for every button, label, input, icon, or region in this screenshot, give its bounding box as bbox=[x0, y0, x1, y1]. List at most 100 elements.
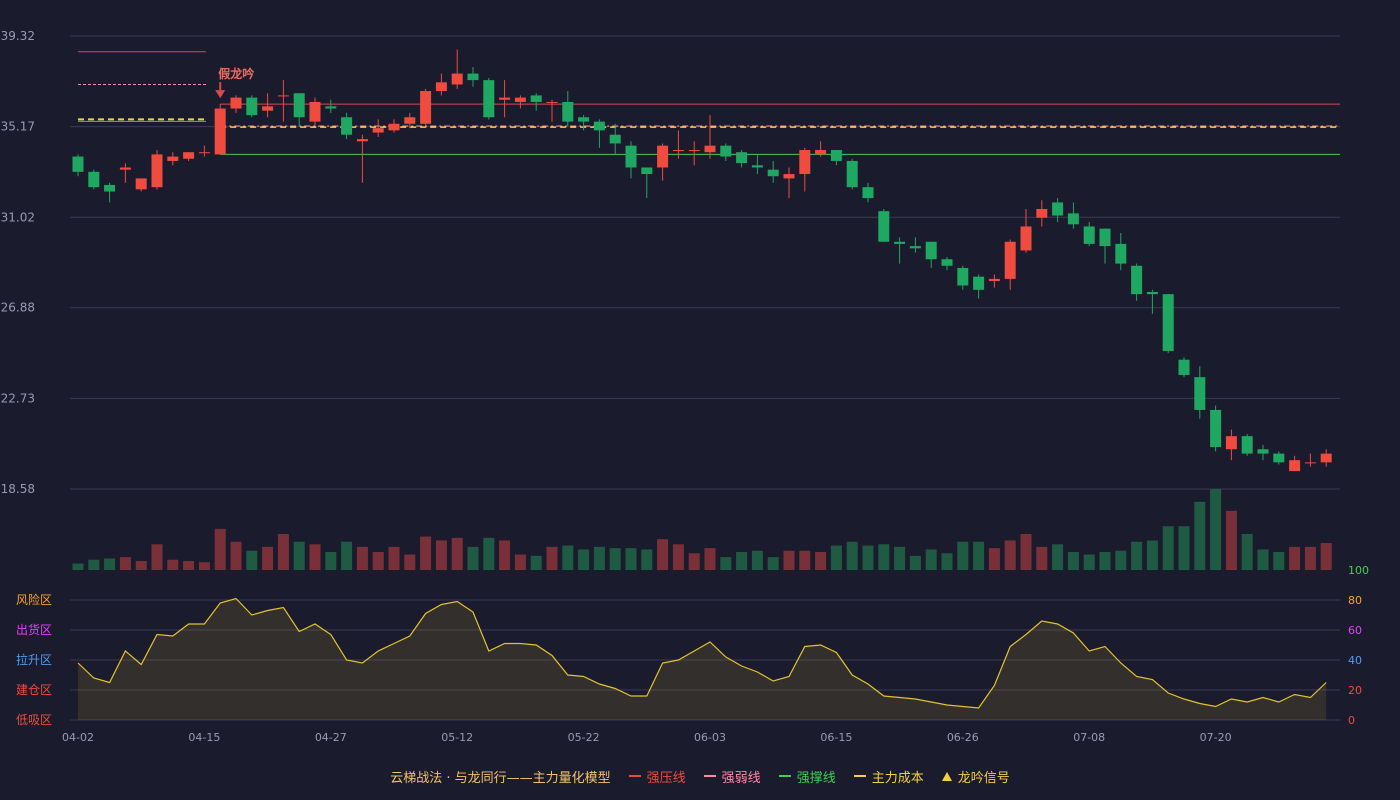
volume-bar bbox=[1099, 552, 1111, 570]
legend-item-weak[interactable]: 强弱线 bbox=[703, 767, 761, 786]
volume-bar bbox=[72, 563, 84, 570]
candle-body bbox=[467, 73, 479, 81]
volume-bar bbox=[1131, 541, 1143, 570]
candle-body bbox=[214, 108, 226, 155]
volume-bar bbox=[214, 528, 226, 570]
legend-item-cost[interactable]: 主力成本 bbox=[853, 767, 924, 786]
candle-body bbox=[672, 150, 684, 152]
volume-bar bbox=[799, 550, 811, 570]
volume-bar bbox=[578, 549, 590, 570]
candle-body bbox=[957, 267, 969, 286]
volume-bar bbox=[167, 559, 179, 570]
candle-body bbox=[277, 95, 289, 97]
candle-body bbox=[1067, 213, 1079, 225]
x-tick-label: 04-02 bbox=[62, 731, 94, 744]
volume-bar bbox=[1178, 526, 1190, 570]
candle-body bbox=[578, 117, 590, 122]
volume-bar bbox=[341, 541, 353, 570]
candle-body bbox=[1289, 460, 1301, 472]
volume-bar bbox=[878, 544, 890, 570]
candle-body bbox=[514, 97, 526, 102]
volume-bar bbox=[514, 554, 526, 570]
candle-body bbox=[325, 106, 337, 109]
volume-bar bbox=[973, 541, 985, 570]
solid-line-icon bbox=[778, 775, 791, 777]
legend-label: 主力成本 bbox=[871, 770, 924, 786]
volume-bar bbox=[783, 550, 795, 570]
x-tick-label: 05-22 bbox=[568, 731, 600, 744]
candle-body bbox=[167, 156, 179, 161]
candle-body bbox=[941, 259, 953, 266]
legend-label: 龙吟信号 bbox=[957, 770, 1010, 786]
candle-body bbox=[1273, 453, 1285, 463]
volume-bar bbox=[1289, 546, 1301, 570]
volume-bar bbox=[262, 546, 274, 570]
legend-item-pressure[interactable]: 强压线 bbox=[628, 767, 686, 786]
volume-bar bbox=[1020, 534, 1032, 570]
oscillator-tick-label: 20 bbox=[1348, 684, 1362, 697]
volume-bar bbox=[1273, 552, 1285, 570]
oscillator-zone-label: 建仓区 bbox=[16, 683, 52, 697]
candle-body bbox=[830, 150, 842, 161]
candle-body bbox=[1225, 436, 1237, 450]
solid-line-icon bbox=[628, 775, 641, 777]
legend-item-signal[interactable]: 龙吟信号 bbox=[941, 767, 1010, 786]
candle-body bbox=[593, 121, 605, 131]
volume-bar bbox=[751, 550, 763, 570]
candle-body bbox=[1146, 291, 1158, 295]
volume-bar bbox=[1115, 550, 1127, 570]
candle-body bbox=[1210, 409, 1222, 448]
candle-body bbox=[72, 156, 84, 172]
legend-item-support[interactable]: 强撑线 bbox=[778, 767, 836, 786]
volume-bar bbox=[119, 557, 131, 570]
price-tick-label: 31.02 bbox=[1, 210, 35, 224]
oscillator-zone-label: 风险区 bbox=[16, 592, 52, 607]
candle-body bbox=[1099, 228, 1111, 247]
volume-bar bbox=[846, 541, 858, 570]
candle-body bbox=[404, 117, 416, 124]
volume-bar bbox=[941, 553, 953, 570]
volume-bar bbox=[325, 552, 337, 570]
candle-body bbox=[1320, 453, 1332, 463]
candle-body bbox=[246, 97, 258, 116]
candle-body bbox=[372, 128, 384, 133]
candle-body bbox=[657, 145, 669, 168]
candle-body bbox=[909, 246, 921, 249]
volume-bar bbox=[230, 541, 242, 570]
volume-bar bbox=[1304, 546, 1316, 570]
signal-arrow-icon bbox=[215, 90, 226, 99]
price-tick-label: 39.32 bbox=[1, 29, 35, 43]
candle-body bbox=[356, 139, 368, 142]
volume-bar bbox=[1225, 510, 1237, 570]
volume-bar bbox=[830, 545, 842, 570]
candle-body bbox=[388, 123, 400, 131]
volume-bar bbox=[530, 555, 542, 570]
candle-body bbox=[483, 80, 495, 118]
candle-body bbox=[119, 167, 131, 170]
candle-body bbox=[1257, 449, 1269, 454]
candle-body bbox=[925, 241, 937, 260]
price-tick-label: 18.58 bbox=[1, 482, 35, 496]
oscillator-area bbox=[78, 598, 1327, 720]
volume-bar bbox=[925, 549, 937, 570]
oscillator-tick-label: 80 bbox=[1348, 594, 1362, 607]
volume-bar bbox=[815, 552, 827, 570]
candle-body bbox=[1304, 462, 1316, 464]
volume-bar bbox=[404, 554, 416, 570]
volume-bar bbox=[767, 557, 779, 570]
candle-body bbox=[815, 150, 827, 155]
volume-bar bbox=[1210, 489, 1222, 570]
candle-body bbox=[799, 150, 811, 175]
candle-body bbox=[736, 152, 748, 164]
volume-bar bbox=[420, 536, 432, 570]
x-tick-label: 07-20 bbox=[1200, 731, 1232, 744]
candle-body bbox=[1162, 294, 1174, 351]
candle-body bbox=[341, 117, 353, 135]
candle-body bbox=[688, 150, 700, 152]
dashed-line-icon bbox=[703, 775, 716, 777]
legend-label: 强压线 bbox=[646, 770, 686, 786]
chart-legend: 云梯战法 · 与龙同行——主力量化模型 强压线 强弱线 强撑线 主力成本 龙吟信… bbox=[0, 766, 1400, 786]
candle-body bbox=[293, 93, 305, 118]
volume-bar bbox=[546, 546, 558, 570]
